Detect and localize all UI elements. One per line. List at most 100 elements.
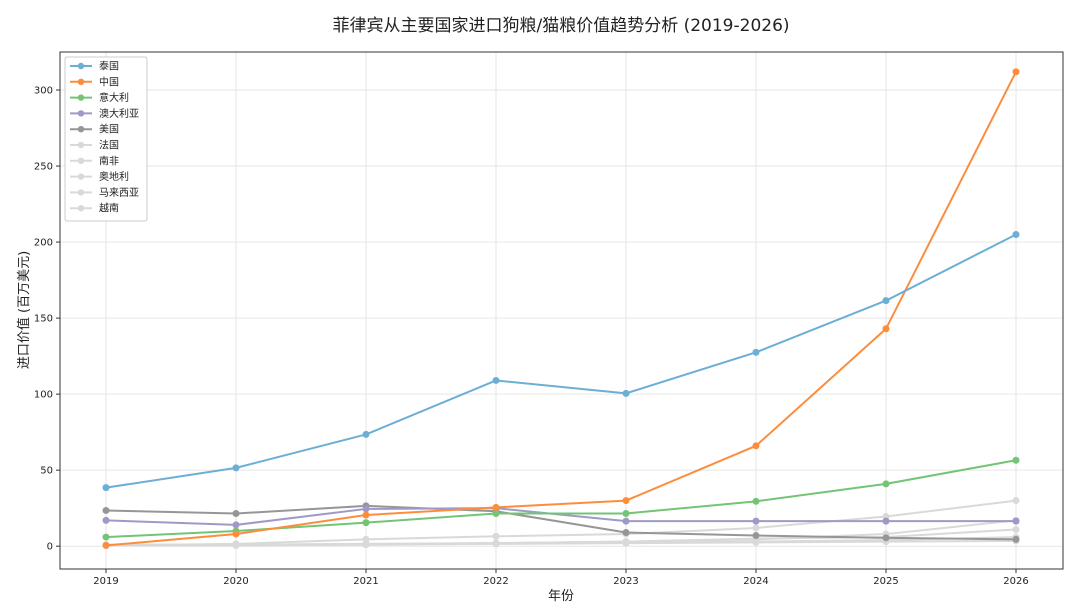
legend-item: 中国	[70, 75, 119, 88]
data-point	[362, 541, 370, 549]
series-澳大利亚	[102, 504, 1020, 529]
series-中国	[102, 68, 1020, 549]
legend-swatch-marker	[77, 173, 85, 180]
data-point	[232, 521, 240, 529]
y-tick-label: 0	[47, 542, 53, 553]
legend-label: 意大利	[99, 91, 129, 104]
series-line	[105, 71, 1017, 547]
legend-item: 越南	[70, 202, 119, 215]
chart-title: 菲律宾从主要国家进口狗粮/猫粮价值趋势分析 (2019-2026)	[332, 16, 789, 36]
data-point	[622, 529, 630, 537]
data-point	[1012, 230, 1020, 238]
legend-label: 中国	[99, 75, 119, 88]
legend-label: 南非	[99, 154, 119, 167]
legend-label: 越南	[99, 202, 119, 215]
legend-swatch-marker	[77, 110, 85, 117]
series-layer	[102, 68, 1020, 549]
legend-swatch-marker	[77, 205, 85, 212]
legend-label: 马来西亚	[99, 187, 139, 199]
legend-item: 法国	[70, 139, 119, 152]
legend-swatch-marker	[77, 141, 85, 149]
data-point	[752, 532, 760, 540]
data-point	[232, 464, 240, 472]
data-point	[752, 497, 760, 505]
data-point	[362, 430, 370, 438]
series-line	[105, 499, 1017, 547]
legend-label: 泰国	[99, 60, 119, 73]
data-point	[752, 442, 760, 450]
data-point	[882, 534, 890, 542]
data-point	[232, 509, 240, 517]
data-point	[1012, 68, 1020, 76]
x-tick-label: 2019	[93, 576, 118, 587]
legend-item: 意大利	[70, 91, 129, 104]
x-tick-label: 2026	[1003, 576, 1028, 587]
legend-swatch-marker	[77, 157, 85, 164]
x-tick-label: 2023	[613, 576, 638, 587]
y-tick-label: 50	[40, 466, 53, 477]
y-axis-label: 进口价值 (百万美元)	[16, 251, 32, 369]
legend-swatch-marker	[77, 189, 85, 196]
series-泰国	[102, 230, 1020, 492]
series-line	[105, 459, 1017, 539]
data-point	[492, 376, 500, 384]
data-point	[1012, 517, 1020, 525]
data-point	[1012, 456, 1020, 464]
legend-swatch-marker	[77, 78, 85, 86]
data-point	[362, 511, 370, 519]
y-tick-label: 100	[34, 390, 53, 401]
legend-label: 奥地利	[99, 170, 129, 183]
data-point	[492, 539, 500, 547]
legend-item: 南非	[70, 154, 119, 167]
data-point	[232, 540, 240, 548]
plot-area-frame	[59, 51, 1064, 570]
data-point	[492, 509, 500, 517]
series-美国	[102, 502, 1020, 543]
y-tick-label: 200	[34, 238, 53, 249]
data-point	[362, 505, 370, 513]
data-point	[1012, 525, 1020, 533]
data-point	[622, 538, 630, 546]
legend-swatch-marker	[77, 126, 85, 133]
data-point	[622, 389, 630, 397]
series-line	[105, 233, 1017, 489]
x-tick-label: 2021	[353, 576, 378, 587]
data-point	[622, 509, 630, 517]
legend-label: 澳大利亚	[99, 107, 139, 120]
data-point	[752, 348, 760, 356]
legend-item: 美国	[70, 123, 119, 136]
y-tick-label: 300	[34, 86, 53, 97]
x-tick-label: 2022	[483, 576, 508, 587]
x-axis: 2019 2020 2021 2022 2023 2024 2025 2026	[93, 569, 1029, 587]
x-tick-label: 2020	[223, 576, 248, 587]
data-point	[232, 530, 240, 538]
data-point	[882, 480, 890, 488]
data-point	[102, 516, 110, 524]
legend-item: 泰国	[70, 60, 119, 73]
data-point	[362, 519, 370, 527]
x-tick-label: 2025	[873, 576, 898, 587]
data-point	[492, 532, 500, 540]
data-point	[882, 325, 890, 333]
data-point	[622, 517, 630, 525]
data-point	[1012, 497, 1020, 505]
legend-label: 美国	[99, 123, 119, 136]
data-point	[622, 497, 630, 505]
data-point	[102, 541, 110, 549]
data-point	[492, 503, 500, 511]
y-tick-label: 150	[34, 314, 53, 325]
series-意大利	[102, 456, 1020, 541]
legend-swatch-marker	[77, 94, 85, 101]
legend-item: 马来西亚	[70, 187, 139, 199]
y-axis: 0 50 100 150 200 250 300	[34, 86, 60, 553]
data-point	[882, 297, 890, 305]
data-point	[752, 517, 760, 525]
grid-lines	[60, 52, 1063, 569]
data-point	[102, 506, 110, 514]
series-line	[105, 507, 1016, 526]
legend-label: 法国	[99, 139, 119, 152]
data-point	[882, 517, 890, 525]
data-point	[102, 533, 110, 541]
